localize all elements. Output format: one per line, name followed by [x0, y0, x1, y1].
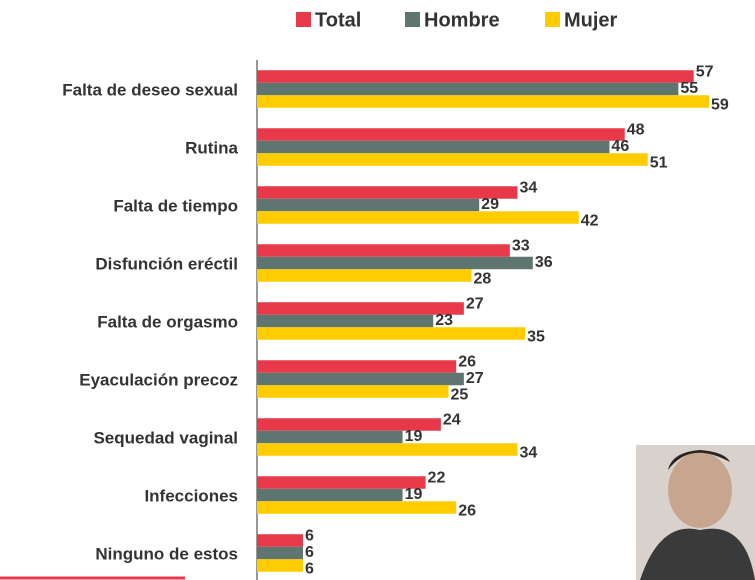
bar: [257, 547, 303, 560]
category-label: Falta de deseo sexual: [62, 80, 238, 99]
bar: [257, 431, 403, 444]
data-label: 22: [428, 470, 446, 487]
legend-label: Mujer: [564, 9, 618, 31]
legend-swatch: [405, 12, 420, 27]
legend-swatch: [545, 12, 560, 27]
category-label: Infecciones: [144, 486, 238, 505]
category-label: Rutina: [185, 138, 238, 157]
bar: [257, 211, 579, 224]
data-label: 26: [458, 503, 476, 520]
bar: [257, 385, 449, 398]
bar: [257, 559, 303, 572]
data-label: 27: [466, 296, 484, 313]
data-label: 59: [711, 97, 729, 114]
category-label: Eyaculación precoz: [79, 370, 238, 389]
bar: [257, 315, 433, 328]
bar: [257, 95, 709, 108]
bar: [257, 534, 303, 547]
data-label: 35: [527, 329, 545, 346]
photo-face: [668, 452, 732, 528]
bar: [257, 83, 678, 96]
category-label: Falta de tiempo: [113, 196, 238, 215]
legend-label: Total: [315, 9, 361, 31]
bar: [257, 70, 694, 83]
data-label: 6: [305, 561, 314, 578]
bar: [257, 244, 510, 257]
data-label: 34: [519, 445, 537, 462]
bar: [257, 186, 517, 199]
data-label: 55: [680, 80, 698, 97]
data-label: 36: [535, 254, 553, 271]
data-label: 28: [474, 271, 492, 288]
data-label: 27: [466, 370, 484, 387]
legend-swatch: [296, 12, 311, 27]
category-label: Disfunción eréctil: [95, 254, 238, 273]
bar: [257, 269, 472, 282]
data-label: 24: [443, 412, 461, 429]
data-label: 46: [611, 138, 629, 155]
data-label: 42: [581, 213, 599, 230]
bar: [257, 373, 464, 386]
bar: [257, 443, 517, 456]
data-label: 33: [512, 238, 530, 255]
data-label: 48: [627, 122, 645, 139]
bar: [257, 302, 464, 315]
legend-label: Hombre: [424, 9, 500, 31]
data-label: 25: [451, 387, 469, 404]
bar: [257, 501, 456, 514]
bar: [257, 141, 609, 154]
category-label: Sequedad vaginal: [93, 428, 238, 447]
chart: TotalHombreMujerFalta de deseo sexual575…: [0, 0, 755, 580]
category-label: Falta de orgasmo: [97, 312, 238, 331]
bar: [257, 476, 426, 489]
bar: [257, 257, 533, 270]
data-label: 29: [481, 196, 499, 213]
data-label: 6: [305, 528, 314, 545]
data-label: 23: [435, 312, 453, 329]
bar: [257, 360, 456, 373]
data-label: 26: [458, 354, 476, 371]
bar: [257, 489, 403, 502]
data-label: 19: [405, 428, 423, 445]
bar: [257, 327, 525, 340]
bar: [257, 199, 479, 212]
data-label: 19: [405, 486, 423, 503]
category-label: Ninguno de estos: [95, 544, 238, 563]
data-label: 6: [305, 544, 314, 561]
data-label: 51: [650, 155, 668, 172]
data-label: 34: [519, 180, 537, 197]
bar: [257, 153, 648, 166]
bar: [257, 128, 625, 141]
data-label: 57: [696, 64, 714, 81]
